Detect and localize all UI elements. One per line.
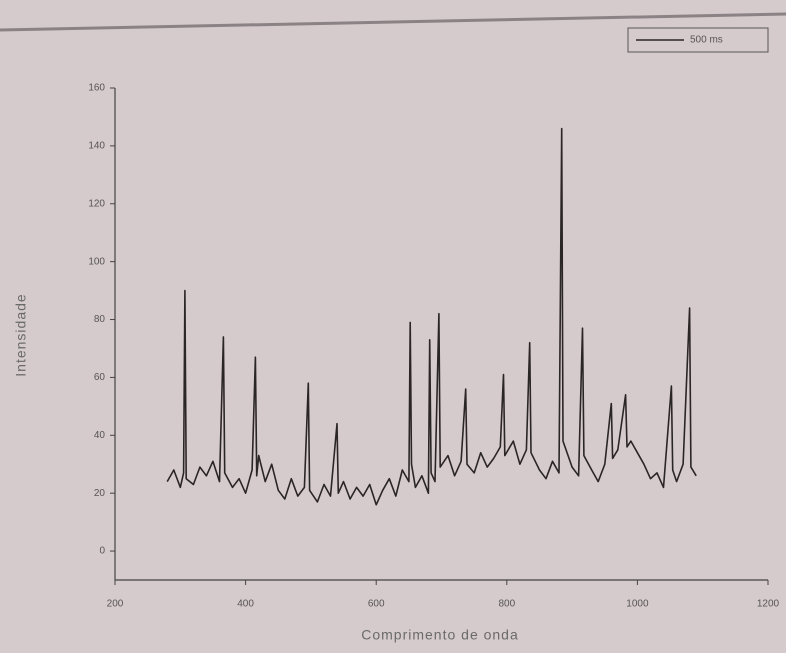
y-tick-label: 60 xyxy=(94,372,106,383)
x-tick-label: 1200 xyxy=(757,599,780,610)
y-tick-label: 20 xyxy=(94,488,106,499)
y-tick-label: 120 xyxy=(88,198,105,209)
x-axis-title: Comprimento de onda xyxy=(361,627,519,643)
y-tick-label: 80 xyxy=(94,314,106,325)
x-tick-label: 400 xyxy=(237,599,254,610)
x-tick-label: 800 xyxy=(498,599,515,610)
y-tick-label: 0 xyxy=(99,546,105,557)
y-tick-label: 100 xyxy=(88,256,105,267)
y-tick-label: 40 xyxy=(94,430,106,441)
data-line xyxy=(166,127,697,506)
x-tick-label: 200 xyxy=(107,599,124,610)
x-tick-label: 600 xyxy=(368,599,385,610)
y-tick-label: 140 xyxy=(88,141,105,152)
y-axis-title: Intensidade xyxy=(13,293,29,376)
x-tick-label: 1000 xyxy=(626,599,649,610)
legend-box xyxy=(627,27,769,53)
legend-label: 500 ms xyxy=(690,35,723,46)
y-tick-label: 160 xyxy=(88,83,105,94)
paper-edge xyxy=(0,12,786,32)
